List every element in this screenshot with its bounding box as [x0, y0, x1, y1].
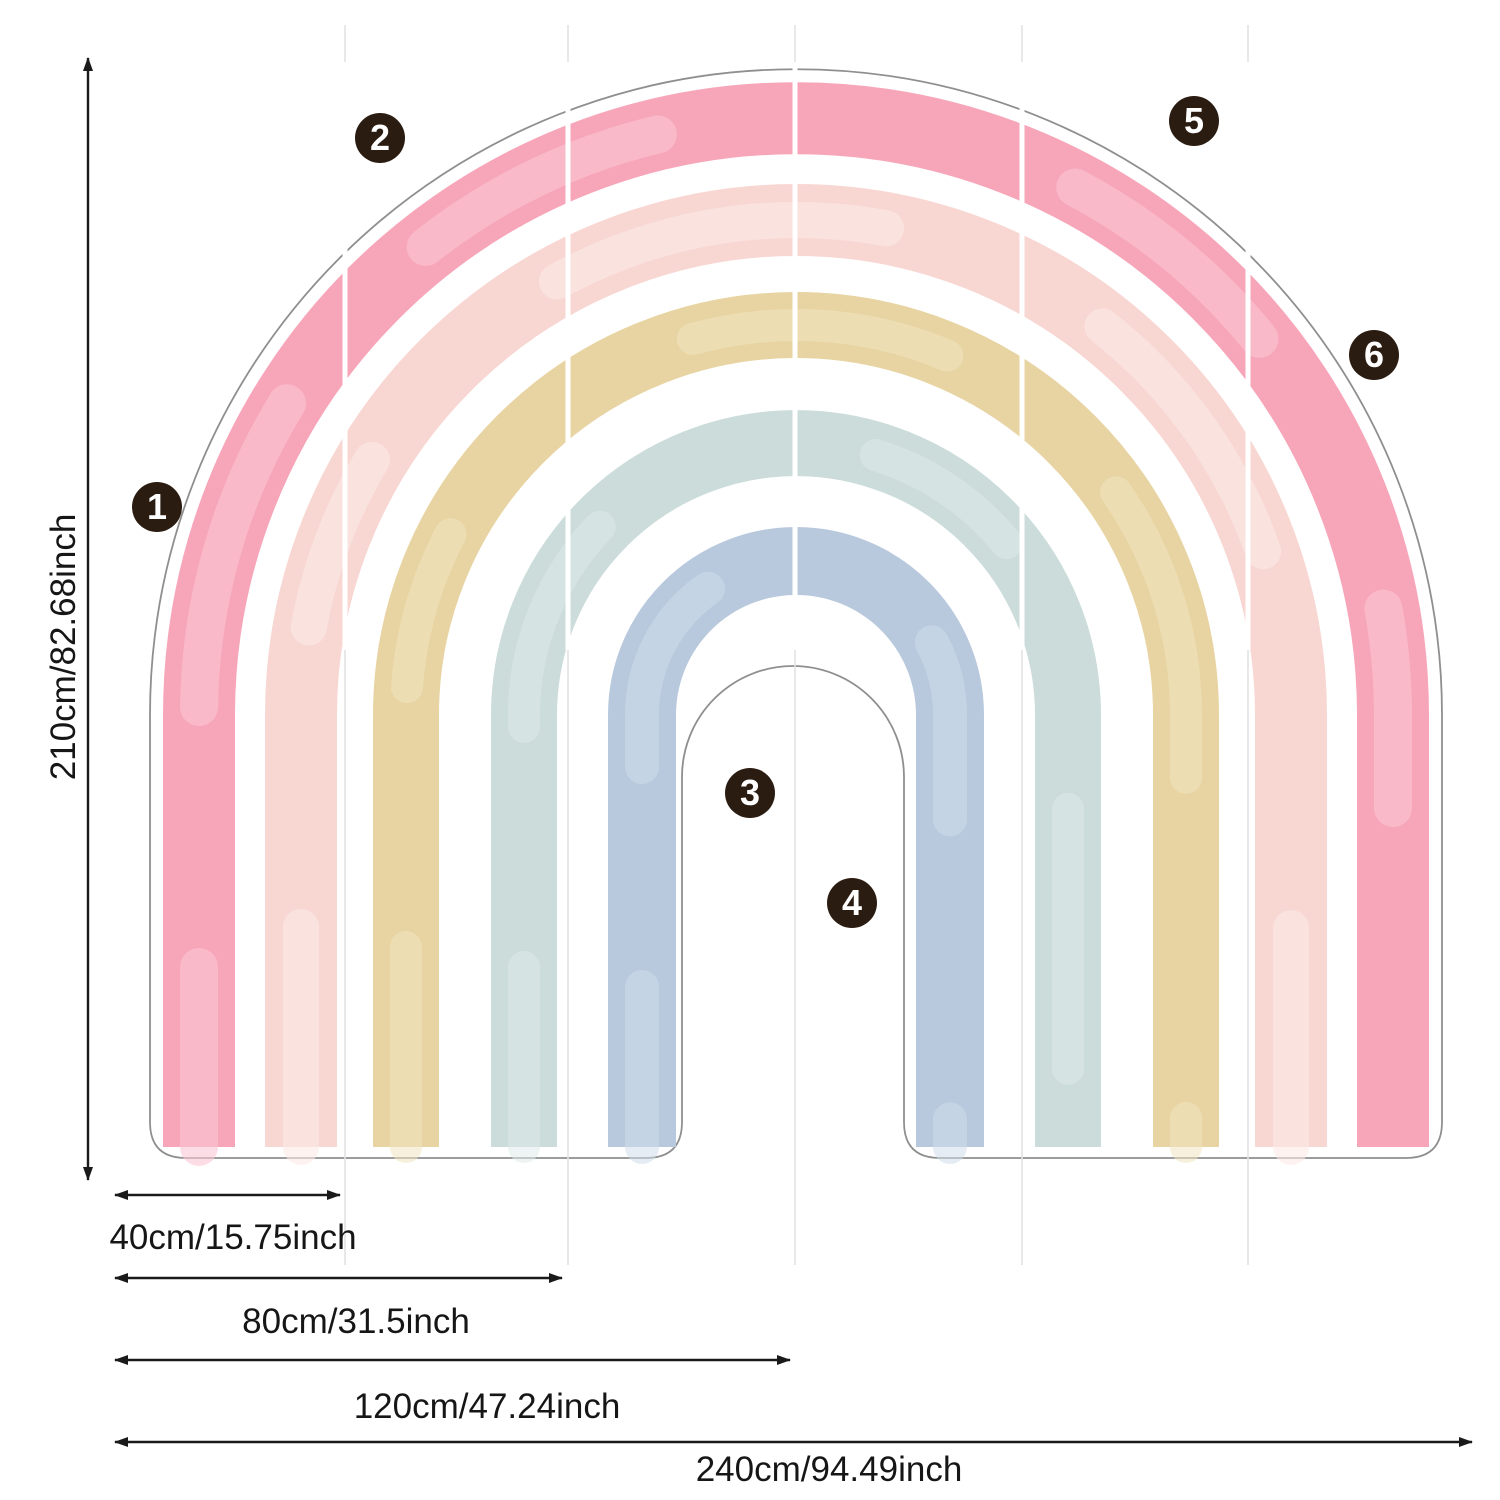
- panel-badge-4: 4: [827, 878, 877, 928]
- width-120-dimension-label: 120cm/47.24inch: [353, 1387, 621, 1426]
- panel-cut-lines: [342, 62, 1251, 650]
- panel-badge-3: 3: [725, 768, 775, 818]
- height-dimension-label: 210cm/82.68inch: [44, 513, 83, 781]
- band-teal-highlight: [508, 427, 1084, 1163]
- panel-badge-1: 1: [132, 482, 182, 532]
- width-240-dimension-label: 240cm/94.49inch: [695, 1450, 963, 1489]
- band-pink-highlight: [180, 99, 1412, 1166]
- width-40-dimension-label: 40cm/15.75inch: [109, 1218, 357, 1257]
- band-bluegray-highlight: [625, 544, 967, 1164]
- panel-badge-6: 6: [1349, 330, 1399, 380]
- width-80-dimension-label: 80cm/31.5inch: [242, 1302, 470, 1341]
- panel-badge-2: 2: [355, 113, 405, 163]
- dimension-arrows: [83, 57, 1473, 1447]
- panel-badge-5: 5: [1169, 96, 1219, 146]
